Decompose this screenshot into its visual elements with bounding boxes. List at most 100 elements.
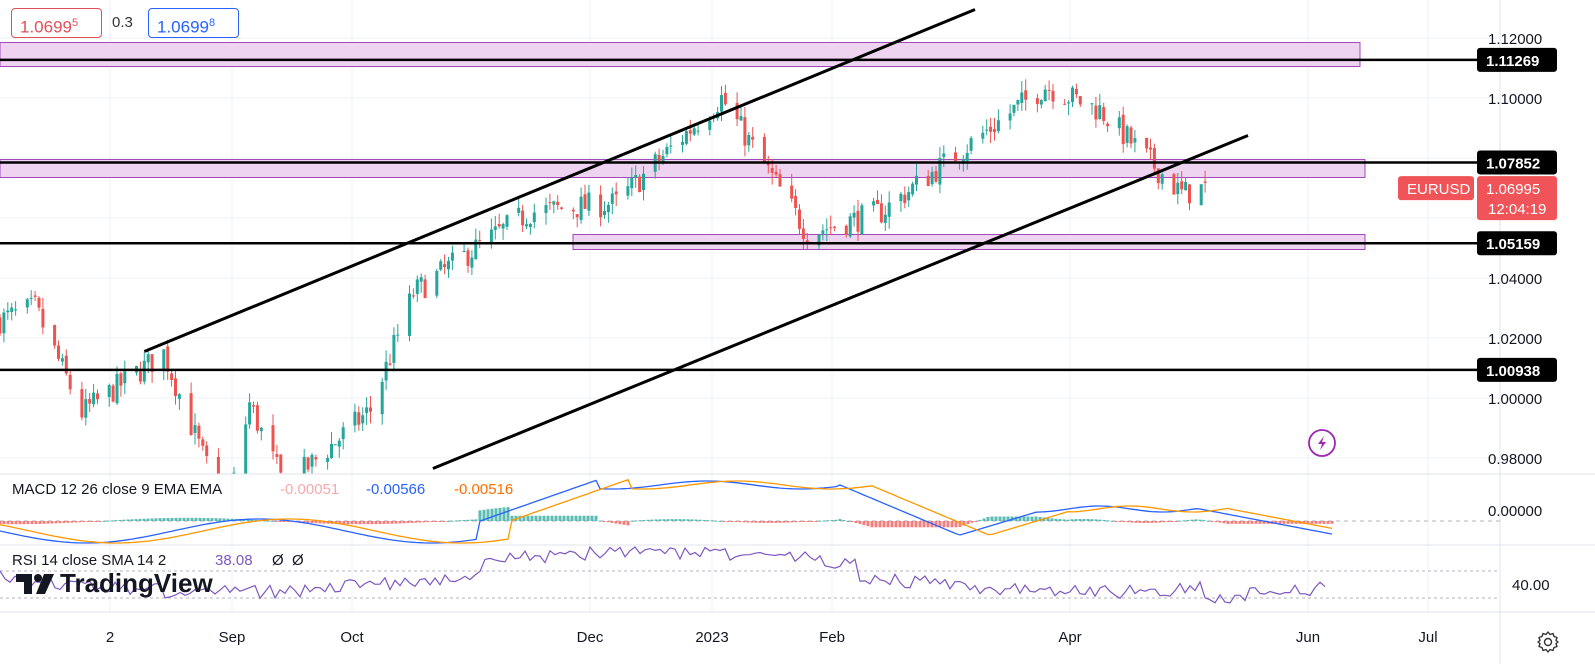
macd-histogram-bar: [374, 521, 378, 525]
candle-body: [887, 202, 891, 217]
macd-histogram-bar: [1226, 521, 1230, 524]
logo-mark-dot: [34, 574, 42, 582]
macd-histogram-bar: [774, 521, 778, 523]
candle-body: [1008, 113, 1012, 121]
time-tick-label: Feb: [819, 629, 845, 646]
candle-body: [899, 193, 903, 202]
macd-histogram-bar: [142, 518, 146, 521]
candle-body: [88, 399, 92, 404]
macd-histogram-bar: [422, 521, 426, 523]
macd-histogram-bar: [942, 521, 946, 528]
logo-mark-slant: [36, 574, 54, 594]
candle-body: [848, 216, 852, 237]
candle-body: [525, 224, 528, 227]
macd-histogram-bar: [966, 521, 970, 525]
macd-histogram-bar: [998, 516, 1002, 521]
macd-histogram-bar: [1202, 520, 1206, 522]
macd-histogram-bar: [578, 515, 582, 521]
macd-histogram-bar: [830, 520, 834, 522]
macd-histogram-bar: [58, 521, 62, 524]
macd-histogram-bar: [1314, 521, 1318, 524]
candle-body: [965, 152, 969, 161]
candle-body: [985, 129, 989, 131]
macd-histogram-bar: [102, 520, 106, 522]
rsi-empty-2: Ø: [292, 552, 304, 569]
rsi-scale-label: 40.00: [1512, 577, 1550, 594]
macd-histogram-bar: [426, 521, 430, 523]
macd-histogram-bar: [278, 521, 282, 522]
candle-body: [462, 250, 466, 252]
macd-histogram-bar: [1190, 519, 1194, 521]
candle-body: [532, 212, 536, 223]
price-tick-label: 1.04000: [1488, 271, 1542, 288]
candle-body: [25, 299, 29, 308]
candle-body: [579, 196, 583, 220]
candle-body: [1020, 92, 1024, 103]
candle-body: [751, 136, 755, 140]
macd-histogram-bar: [454, 520, 458, 522]
candle-body: [275, 454, 279, 457]
candle-body: [392, 334, 396, 363]
macd-histogram-bar: [814, 521, 818, 522]
candle-body: [478, 240, 482, 242]
candle-body: [739, 116, 743, 121]
macd-histogram-bar: [754, 521, 758, 523]
candle-body: [794, 196, 798, 208]
candle-body: [856, 210, 860, 232]
buy-price-box[interactable]: 1.06998: [148, 8, 239, 38]
macd-histogram-bar: [1178, 520, 1182, 522]
macd-histogram-bar: [170, 517, 174, 521]
candle-body: [661, 155, 665, 163]
candle-body: [411, 295, 415, 297]
macd-histogram-bar: [30, 521, 34, 525]
spread-value: 0.3: [112, 14, 133, 31]
candle-body: [766, 163, 770, 166]
macd-histogram-bar: [162, 518, 166, 521]
candle-body: [369, 407, 372, 412]
macd-histogram-bar: [506, 507, 510, 521]
macd-histogram-bar: [842, 520, 846, 522]
macd-histogram-bar: [714, 520, 718, 522]
level-price-label: 1.00938: [1486, 363, 1540, 380]
macd-histogram-bar: [358, 521, 362, 525]
macd-histogram-bar: [350, 521, 354, 525]
level-price-tag: [1477, 357, 1557, 382]
sell-price-box[interactable]: 1.06995: [11, 8, 102, 38]
level-price-label: 1.11269: [1486, 53, 1539, 70]
gear-icon[interactable]: [1536, 630, 1560, 654]
macd-histogram-bar: [850, 521, 854, 522]
macd-histogram-bar: [202, 517, 206, 521]
candle-body: [669, 145, 673, 147]
macd-histogram-bar: [1222, 521, 1226, 524]
candle-body: [326, 457, 330, 462]
candle-body: [314, 457, 318, 460]
time-tick-label: Jun: [1296, 629, 1320, 646]
macd-histogram-bar: [430, 521, 434, 522]
macd-histogram-bar: [666, 519, 670, 521]
candle-body: [821, 230, 825, 234]
time-tick-label: Dec: [577, 629, 604, 646]
macd-histogram-bar: [954, 521, 958, 528]
macd-histogram-bar: [282, 521, 286, 522]
macd-histogram-bar: [566, 515, 570, 521]
rsi-title: RSI 14 close SMA 14 2: [12, 552, 166, 569]
macd-histogram-bar: [906, 521, 910, 528]
candle-body: [177, 394, 181, 399]
macd-histogram-bar: [314, 521, 318, 524]
macd-histogram-bar: [1330, 521, 1334, 524]
candle-body: [938, 158, 942, 185]
macd-histogram-bar: [918, 521, 922, 528]
macd-histogram-bar: [786, 521, 790, 523]
macd-histogram-bar: [622, 521, 626, 525]
countdown-label: 12:04:19: [1488, 201, 1546, 218]
candle-body: [271, 425, 275, 452]
macd-histogram-bar: [706, 520, 710, 522]
macd-histogram-bar: [386, 521, 390, 524]
candle-body: [606, 204, 610, 213]
macd-histogram-bar: [262, 520, 266, 522]
macd-histogram-bar: [926, 521, 930, 528]
macd-histogram-bar: [674, 519, 678, 521]
macd-histogram-bar: [1166, 521, 1170, 522]
macd-histogram-bar: [18, 521, 22, 525]
